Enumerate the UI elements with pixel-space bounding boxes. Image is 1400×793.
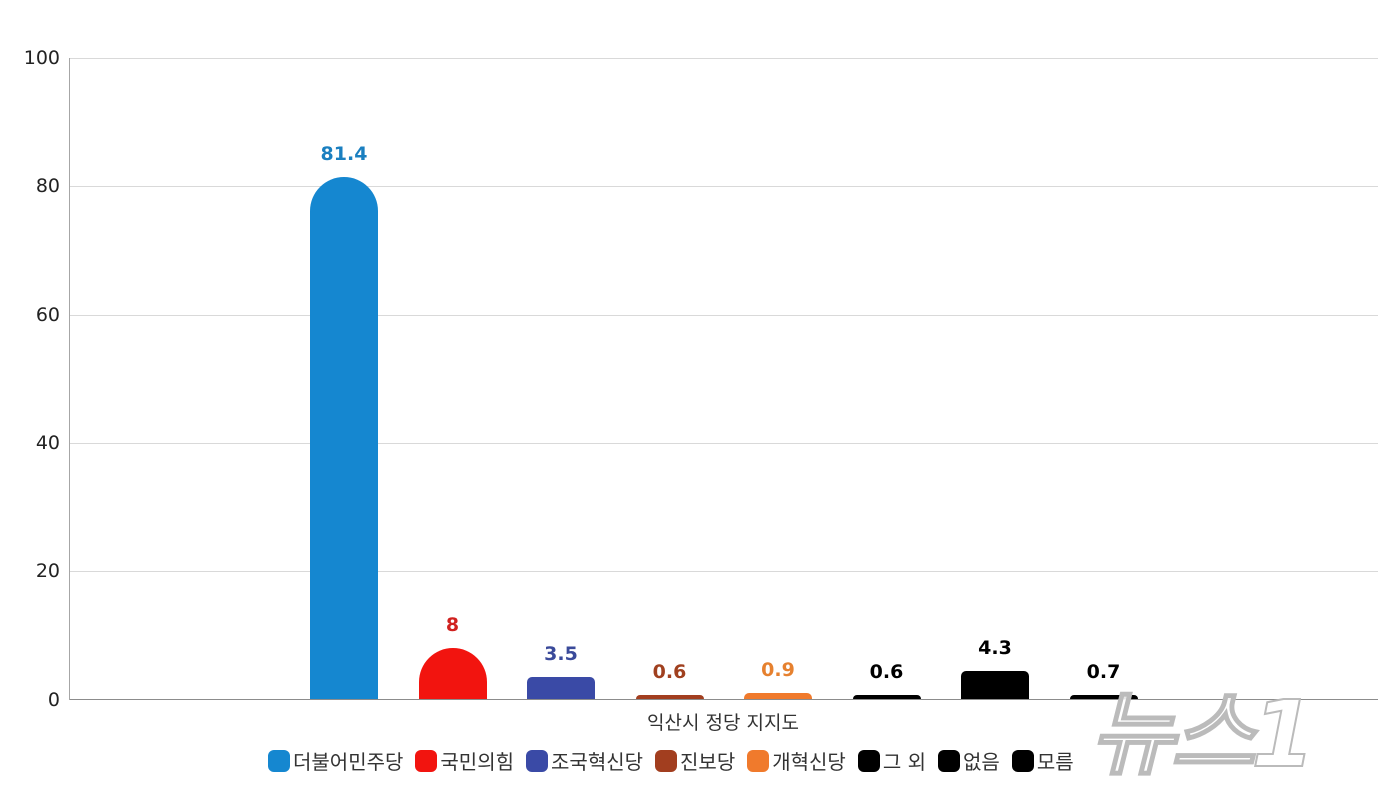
y-tick-40: 40 [35, 432, 60, 454]
legend-label: 개혁신당 [772, 750, 846, 774]
legend-item[interactable]: 개혁신당 [747, 746, 846, 775]
y-tick-0: 0 [47, 689, 60, 711]
legend-label: 국민의힘 [440, 750, 515, 774]
legend-item[interactable]: 그 외 [857, 746, 926, 775]
legend-swatch [415, 749, 438, 772]
bar-value-label: 3.5 [544, 642, 578, 665]
legend-swatch [1011, 749, 1034, 772]
bar-value-label: 81.4 [320, 143, 368, 166]
gridline [70, 571, 1378, 572]
x-axis-line [70, 699, 1378, 700]
bar [961, 671, 1029, 699]
y-tick-80: 80 [35, 175, 60, 197]
bar [635, 695, 704, 699]
legend-label: 그 외 [882, 750, 926, 774]
bar [418, 647, 487, 699]
legend-item[interactable]: 국민의힘 [415, 746, 514, 775]
y-axis-line [69, 58, 70, 700]
legend-swatch [655, 749, 678, 772]
news1-watermark-logo: 뉴스1 [1089, 680, 1316, 789]
bar-value-label: 0.9 [761, 659, 795, 682]
bar [310, 177, 378, 699]
y-tick-20: 20 [35, 560, 60, 582]
gridline [70, 443, 1378, 444]
y-tick-60: 60 [35, 304, 60, 326]
bar [527, 676, 595, 699]
x-axis-title: 익산시 정당 지지도 [647, 712, 799, 734]
legend-swatch [526, 749, 549, 772]
bar [1069, 694, 1138, 699]
bar-value-label: 8 [445, 613, 460, 636]
legend-swatch [747, 749, 770, 772]
legend-label: 없음 [963, 750, 1000, 774]
bar-value-label: 4.3 [978, 637, 1012, 660]
legend-swatch [268, 749, 290, 772]
bar [744, 693, 812, 699]
legend-item[interactable]: 조국혁신당 [526, 746, 643, 775]
legend: 더불어민주당 국민의힘 조국혁신당 진보당 개혁신당 그 외 없음 모름 [268, 746, 1074, 775]
gridline [70, 186, 1378, 187]
legend-label: 더불어민주당 [293, 750, 404, 774]
legend-label: 진보당 [680, 750, 736, 774]
legend-item[interactable]: 없음 [938, 746, 1000, 775]
legend-swatch [857, 749, 880, 772]
bar [852, 695, 921, 699]
legend-item[interactable]: 진보당 [655, 746, 735, 775]
bar-value-label: 0.7 [1086, 660, 1121, 683]
bar-value-label: 0.6 [869, 661, 904, 683]
bar-value-label: 0.6 [652, 661, 687, 683]
gridline [70, 58, 1378, 59]
legend-label: 조국혁신당 [551, 750, 644, 774]
legend-swatch [938, 749, 960, 772]
legend-label: 모름 [1036, 750, 1074, 774]
legend-item[interactable]: 모름 [1011, 746, 1074, 775]
legend-item[interactable]: 더불어민주당 [268, 746, 403, 775]
y-tick-100: 100 [23, 47, 60, 69]
gridline [70, 315, 1378, 316]
